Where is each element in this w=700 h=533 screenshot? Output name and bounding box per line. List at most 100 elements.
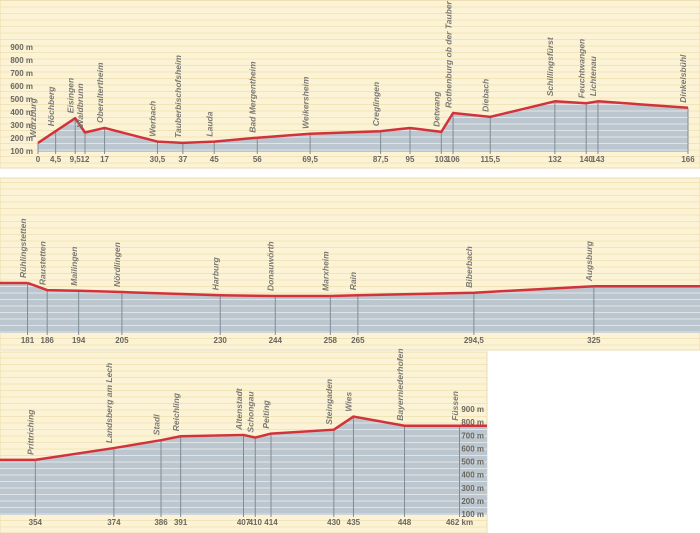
- elevation-line: [27, 281, 594, 298]
- x-tick-label: 414: [264, 518, 278, 527]
- x-tick-label: 410: [249, 518, 263, 527]
- place-label: Donauwörth: [266, 241, 276, 291]
- place-label: Würzburg: [28, 97, 38, 137]
- x-tick-label: 462 km: [446, 518, 473, 527]
- place-label: Dinkelsbühl: [678, 54, 688, 103]
- place-label: Nördlingen: [112, 242, 122, 287]
- x-tick-label: 87,5: [373, 155, 389, 164]
- y-tick-label: 300 m: [10, 121, 33, 130]
- x-tick-label: 103: [435, 155, 449, 164]
- place-label: Bad Mergentheim: [248, 61, 258, 133]
- y-tick-label: 600 m: [461, 444, 484, 453]
- x-tick-label: 265: [351, 336, 365, 345]
- place-label: Werbach: [148, 101, 158, 137]
- x-tick-label: 430: [327, 518, 341, 527]
- place-label: Oberaltertheim: [95, 62, 105, 123]
- x-tick-label: 37: [178, 155, 187, 164]
- x-tick-label: 143: [591, 155, 605, 164]
- y-tick-label: 700 m: [461, 431, 484, 440]
- elevation-line: [37, 100, 689, 145]
- place-label: Rothenburg ob der Tauber: [443, 0, 453, 108]
- place-label: Schongau: [246, 391, 256, 433]
- place-label: Raustetten: [37, 241, 47, 285]
- x-tick-label: 407: [237, 518, 251, 527]
- x-tick-label: 4,5: [50, 155, 62, 164]
- x-tick-label: 140: [580, 155, 594, 164]
- x-tick-label: 166: [681, 155, 695, 164]
- x-tick-label: 230: [214, 336, 228, 345]
- place-label: Schillingsfürst: [545, 36, 555, 96]
- terrain-area: [38, 101, 688, 152]
- elevation-line: [35, 415, 460, 462]
- y-tick-label: 200 m: [461, 497, 484, 506]
- x-tick-label: 435: [347, 518, 361, 527]
- y-tick-label: 400 m: [10, 108, 33, 117]
- place-label: Höchberg: [46, 86, 56, 126]
- terrain-area: [0, 282, 700, 333]
- place-label: Weikersheim: [300, 76, 310, 129]
- place-label: Diebach: [481, 79, 491, 112]
- x-tick-label: 95: [406, 155, 415, 164]
- y-tick-label: 700 m: [10, 69, 33, 78]
- x-tick-label: 132: [548, 155, 562, 164]
- y-tick-label: 500 m: [461, 458, 484, 467]
- place-label: Landsberg am Lech: [104, 363, 114, 443]
- x-tick-label: 386: [154, 518, 168, 527]
- x-tick-label: 115,5: [480, 155, 500, 164]
- place-label: Detwang: [432, 91, 442, 127]
- x-tick-label: 391: [174, 518, 188, 527]
- x-tick-label: 354: [29, 518, 43, 527]
- x-tick-label: 244: [269, 336, 283, 345]
- y-tick-label: 800 m: [461, 418, 484, 427]
- place-label: Stadl: [151, 414, 161, 435]
- place-label: Lauda: [204, 111, 214, 136]
- y-tick-label: 300 m: [461, 484, 484, 493]
- y-tick-label: 100 m: [10, 147, 33, 156]
- x-tick-label: 205: [115, 336, 129, 345]
- y-tick-label: 600 m: [10, 82, 33, 91]
- x-tick-label: 258: [324, 336, 338, 345]
- y-tick-label: 800 m: [10, 56, 33, 65]
- x-tick-label: 56: [253, 155, 262, 164]
- x-tick-label: 12: [81, 155, 90, 164]
- y-tick-label: 200 m: [10, 134, 33, 143]
- place-label: Feuchtwangen: [576, 39, 586, 99]
- place-label: Waldbrunn: [75, 83, 85, 127]
- x-tick-label: 9,5: [70, 155, 82, 164]
- place-label: Eisingen: [65, 78, 75, 113]
- x-tick-label: 374: [107, 518, 121, 527]
- place-label: Lichtenau: [588, 55, 598, 96]
- place-label: Augsburg: [584, 240, 594, 282]
- place-label: Bayerniederhofen: [395, 348, 405, 420]
- x-tick-label: 448: [398, 518, 412, 527]
- x-tick-label: 186: [41, 336, 55, 345]
- place-label: Altenstadt: [234, 387, 244, 431]
- x-tick-label: 30,5: [150, 155, 166, 164]
- x-tick-label: 181: [21, 336, 35, 345]
- place-label: Prittriching: [26, 409, 36, 455]
- place-label: Reichling: [171, 392, 181, 431]
- x-tick-label: 106: [446, 155, 460, 164]
- place-label: Mailingen: [69, 247, 79, 286]
- place-label: Füssen: [450, 391, 460, 421]
- place-label: Biberbach: [464, 246, 474, 288]
- x-tick-label: 69,5: [302, 155, 318, 164]
- x-tick-label: 194: [72, 336, 86, 345]
- place-label: Rain: [348, 272, 358, 290]
- place-label: Steingaden: [324, 379, 334, 425]
- place-label: Peiting: [261, 399, 271, 428]
- y-tick-label: 900 m: [461, 405, 484, 414]
- place-label: Wies: [344, 392, 354, 412]
- x-tick-label: 45: [210, 155, 219, 164]
- x-tick-label: 0: [36, 155, 41, 164]
- y-tick-label: 500 m: [10, 95, 33, 104]
- place-label: Creglingen: [371, 82, 381, 126]
- place-label: Marxheim: [321, 251, 331, 291]
- place-label: Tauberbischofsheim: [173, 55, 183, 138]
- y-tick-label: 100 m: [461, 510, 484, 519]
- y-tick-label: 900 m: [10, 43, 33, 52]
- y-tick-label: 400 m: [461, 471, 484, 480]
- x-tick-label: 294,5: [464, 336, 485, 345]
- x-tick-label: 17: [100, 155, 109, 164]
- place-label: Rühlingstetten: [18, 218, 28, 278]
